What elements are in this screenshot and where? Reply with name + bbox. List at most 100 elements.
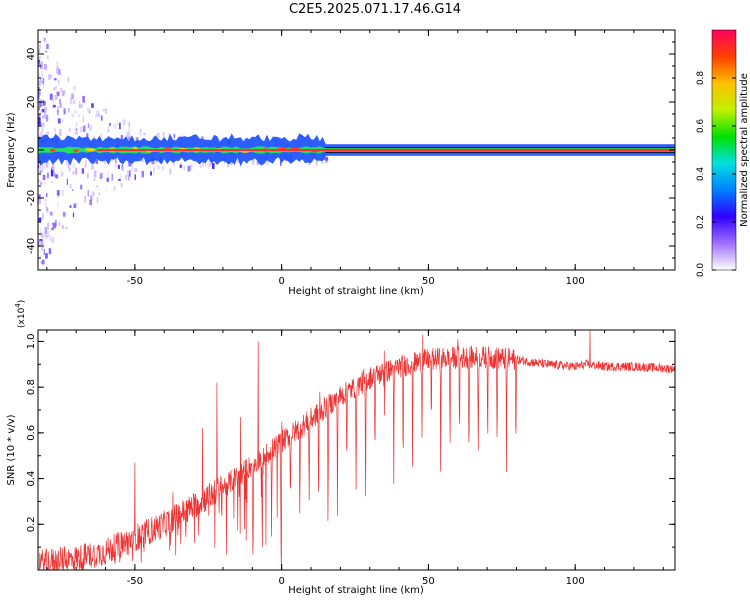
noise-speckle xyxy=(50,75,53,78)
noise-speckle xyxy=(45,234,48,238)
noise-speckle xyxy=(51,98,55,102)
noise-speckle xyxy=(280,160,282,166)
x-tick-label: 50 xyxy=(422,276,435,287)
y-tick-label: 0.8 xyxy=(26,379,37,395)
noise-speckle xyxy=(41,259,45,265)
noise-speckle xyxy=(87,107,90,113)
noise-speckle xyxy=(54,127,56,134)
noise-speckle xyxy=(74,110,77,114)
noise-speckle xyxy=(41,124,44,127)
noise-speckle xyxy=(106,177,109,182)
hot-spot xyxy=(85,148,96,152)
noise-speckle xyxy=(41,109,45,113)
noise-speckle xyxy=(67,77,70,82)
snr-series xyxy=(38,330,675,570)
noise-speckle xyxy=(150,171,152,176)
noise-speckle xyxy=(143,132,146,136)
noise-speckle xyxy=(68,110,70,113)
noise-speckle xyxy=(173,133,176,139)
noise-speckle xyxy=(47,55,49,60)
noise-speckle xyxy=(162,132,165,138)
noise-speckle xyxy=(122,119,126,125)
x-tick-label: -50 xyxy=(127,576,143,587)
noise-speckle xyxy=(90,195,93,201)
noise-speckle xyxy=(38,106,40,111)
noise-speckle xyxy=(61,225,65,229)
noise-speckle xyxy=(48,248,52,255)
noise-speckle xyxy=(90,163,94,170)
noise-speckle xyxy=(93,170,97,177)
noise-speckle xyxy=(51,227,54,231)
noise-speckle xyxy=(104,157,106,164)
noise-speckle xyxy=(42,133,45,137)
noise-speckle xyxy=(38,217,42,222)
noise-speckle xyxy=(226,161,230,168)
y-tick-label: 0.4 xyxy=(26,471,37,487)
noise-speckle xyxy=(44,198,47,203)
noise-speckle xyxy=(72,163,76,168)
y-tick-label: -20 xyxy=(26,190,37,206)
snr-axes: -50 0 50 100 0.2 0.4 0.6 0.8 1.0 xyxy=(26,330,675,587)
noise-speckle xyxy=(96,185,98,188)
noise-speckle xyxy=(80,103,83,108)
noise-speckle xyxy=(96,110,99,116)
noise-speckle xyxy=(134,174,136,180)
noise-speckle xyxy=(78,114,80,118)
noise-speckle xyxy=(38,179,41,183)
noise-speckle xyxy=(57,110,59,116)
noise-speckle xyxy=(70,97,72,105)
colorbar-tick-label: 0.2 xyxy=(696,215,706,229)
noise-speckle xyxy=(256,161,260,165)
noise-speckle xyxy=(38,72,40,78)
noise-speckle xyxy=(199,164,202,169)
noise-speckle xyxy=(45,236,48,240)
noise-speckle xyxy=(44,112,47,119)
noise-speckle xyxy=(62,90,65,97)
noise-speckle xyxy=(38,194,41,201)
x-tick-label: 0 xyxy=(278,576,284,587)
noise-speckle xyxy=(100,115,103,121)
noise-speckle xyxy=(113,123,116,129)
noise-speckle xyxy=(129,170,131,177)
noise-speckle xyxy=(69,205,72,208)
noise-speckle xyxy=(183,166,185,171)
noise-speckle xyxy=(107,126,109,129)
x-tick-label: 100 xyxy=(566,276,585,287)
noise-speckle xyxy=(60,170,63,173)
noise-speckle xyxy=(43,100,46,106)
noise-speckle xyxy=(128,136,131,142)
noise-speckle xyxy=(72,171,75,175)
noise-speckle xyxy=(65,226,68,230)
noise-speckle xyxy=(72,189,74,192)
noise-speckle xyxy=(38,118,41,125)
noise-speckle xyxy=(39,44,41,49)
noise-speckle xyxy=(56,105,59,113)
noise-speckle xyxy=(86,133,89,137)
noise-speckle xyxy=(325,157,329,161)
noise-speckle xyxy=(46,231,50,238)
noise-speckle xyxy=(201,136,204,140)
noise-speckle xyxy=(40,239,44,245)
noise-speckle xyxy=(107,172,110,179)
noise-speckle xyxy=(131,164,133,171)
noise-speckle xyxy=(39,132,42,139)
noise-speckle xyxy=(127,131,131,139)
noise-speckle xyxy=(48,74,51,80)
noise-speckle xyxy=(49,235,52,241)
noise-speckle xyxy=(73,86,76,90)
noise-speckle xyxy=(82,95,85,103)
noise-speckle xyxy=(63,90,66,94)
noise-speckle xyxy=(202,160,204,167)
noise-speckle xyxy=(41,246,43,251)
noise-speckle xyxy=(46,161,49,168)
y-tick-label: 20 xyxy=(26,96,37,109)
noise-speckle xyxy=(127,175,130,181)
noise-speckle xyxy=(54,78,57,81)
noise-speckle xyxy=(56,61,58,68)
noise-speckle xyxy=(40,81,44,83)
noise-speckle xyxy=(187,165,191,172)
noise-speckle xyxy=(42,122,45,127)
noise-speckle xyxy=(46,131,50,135)
noise-speckle xyxy=(43,248,45,256)
noise-speckle xyxy=(50,170,54,177)
